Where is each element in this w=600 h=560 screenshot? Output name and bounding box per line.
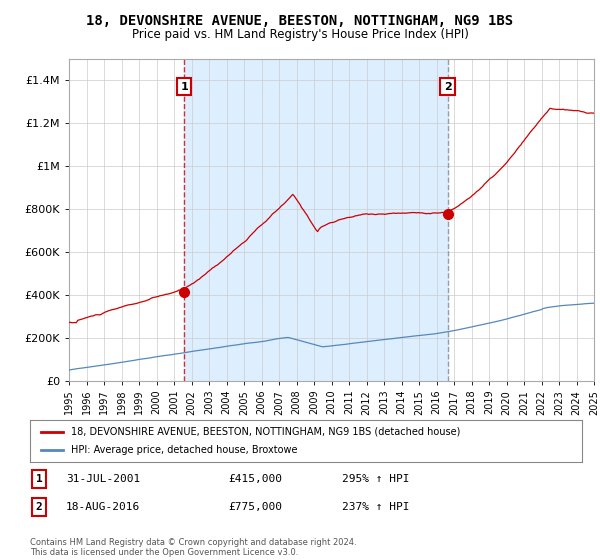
Text: 31-JUL-2001: 31-JUL-2001 [66,474,140,484]
Text: 18, DEVONSHIRE AVENUE, BEESTON, NOTTINGHAM, NG9 1BS (detached house): 18, DEVONSHIRE AVENUE, BEESTON, NOTTINGH… [71,427,461,437]
Text: Contains HM Land Registry data © Crown copyright and database right 2024.
This d: Contains HM Land Registry data © Crown c… [30,538,356,557]
Text: Price paid vs. HM Land Registry's House Price Index (HPI): Price paid vs. HM Land Registry's House … [131,28,469,41]
Text: HPI: Average price, detached house, Broxtowe: HPI: Average price, detached house, Brox… [71,445,298,455]
Text: 18-AUG-2016: 18-AUG-2016 [66,502,140,512]
Text: 237% ↑ HPI: 237% ↑ HPI [342,502,409,512]
Text: £775,000: £775,000 [228,502,282,512]
Bar [184,59,448,381]
Text: 1: 1 [180,82,188,92]
Text: 1: 1 [35,474,43,484]
Text: 2: 2 [443,82,451,92]
Text: 18, DEVONSHIRE AVENUE, BEESTON, NOTTINGHAM, NG9 1BS: 18, DEVONSHIRE AVENUE, BEESTON, NOTTINGH… [86,14,514,28]
Text: £415,000: £415,000 [228,474,282,484]
Text: 2: 2 [35,502,43,512]
Text: 295% ↑ HPI: 295% ↑ HPI [342,474,409,484]
